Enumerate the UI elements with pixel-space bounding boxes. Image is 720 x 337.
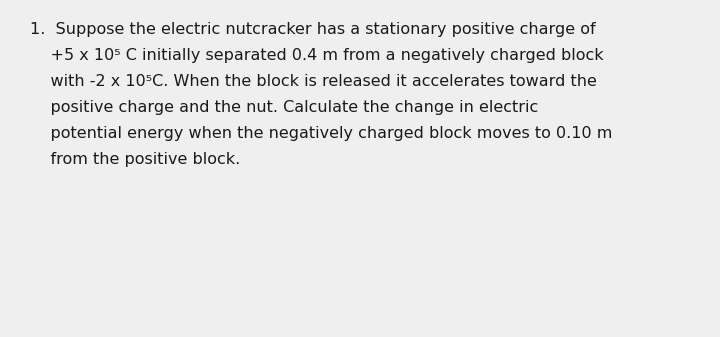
Text: positive charge and the nut. Calculate the change in electric: positive charge and the nut. Calculate t… [30,100,539,115]
Text: from the positive block.: from the positive block. [30,152,240,167]
Text: with -2 x 10⁵C. When the block is released it accelerates toward the: with -2 x 10⁵C. When the block is releas… [30,74,597,89]
Text: +5 x 10⁵ C initially separated 0.4 m from a negatively charged block: +5 x 10⁵ C initially separated 0.4 m fro… [30,48,603,63]
Text: potential energy when the negatively charged block moves to 0.10 m: potential energy when the negatively cha… [30,126,613,141]
Text: 1.  Suppose the electric nutcracker has a stationary positive charge of: 1. Suppose the electric nutcracker has a… [30,22,595,37]
